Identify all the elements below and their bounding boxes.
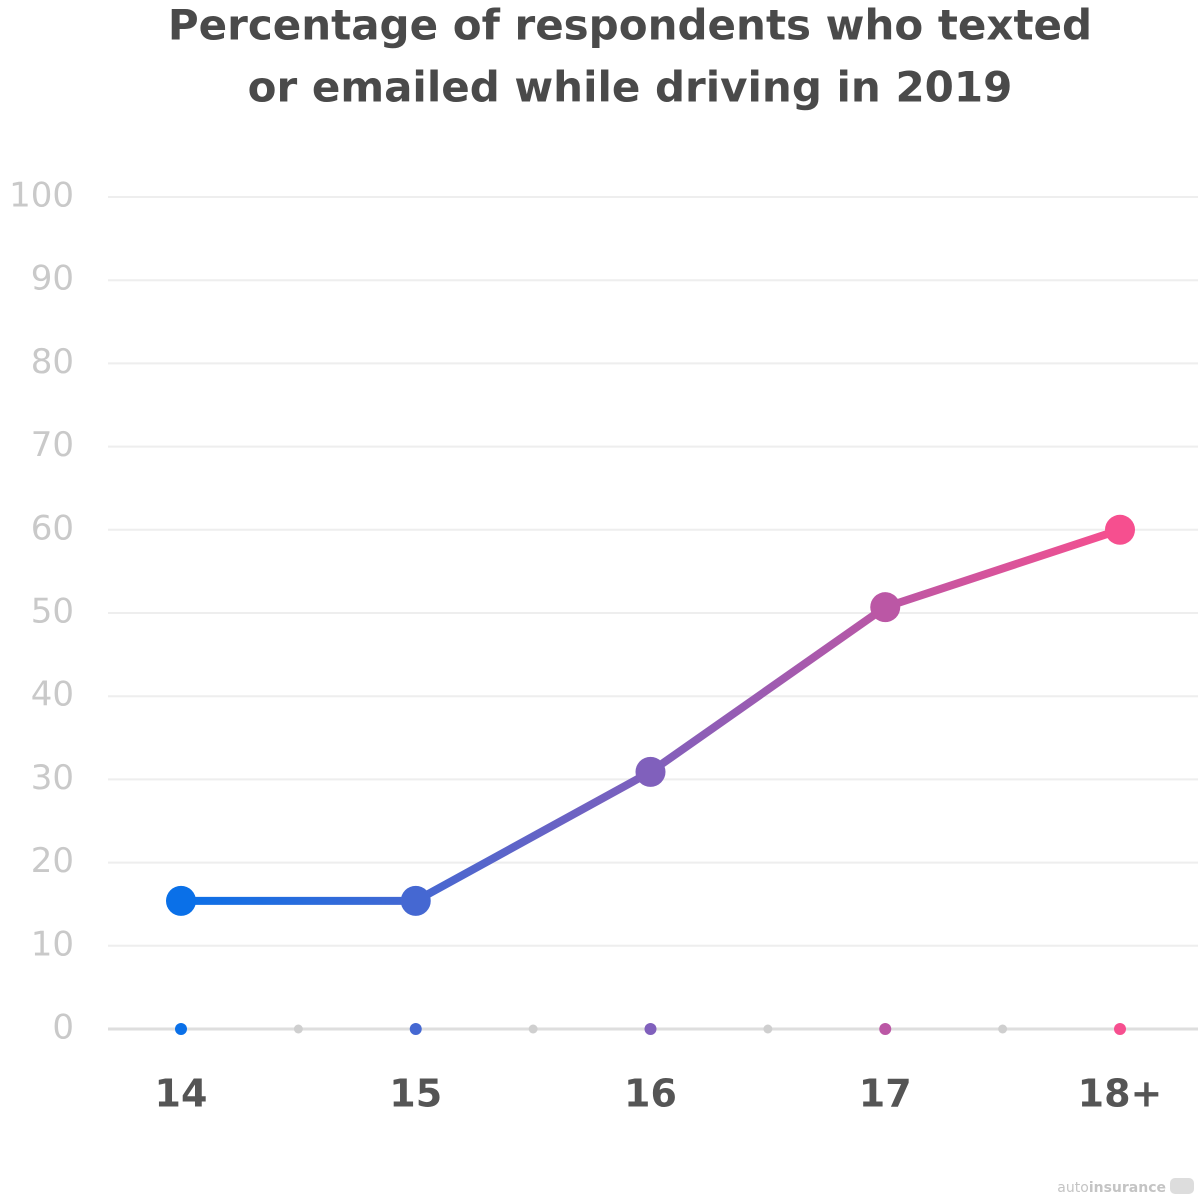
y-tick-label: 40 xyxy=(31,675,74,715)
axis-dot xyxy=(528,1024,538,1034)
point xyxy=(400,885,431,916)
y-tick-label: 0 xyxy=(52,1008,74,1048)
x-tick-label: 17 xyxy=(859,1072,912,1116)
x-tick-label: 18+ xyxy=(1078,1072,1163,1116)
point xyxy=(1105,514,1135,545)
axis-dot xyxy=(1114,1023,1126,1035)
axis-dot xyxy=(175,1023,187,1035)
x-tick-label: 16 xyxy=(624,1072,677,1116)
y-tick-label: 80 xyxy=(31,342,74,382)
point xyxy=(635,756,666,787)
y-tick-label: 20 xyxy=(31,841,74,881)
axis-dot xyxy=(763,1024,773,1034)
watermark-light: auto xyxy=(1057,1180,1089,1196)
axis-dot xyxy=(409,1023,422,1035)
x-tick-label: 14 xyxy=(155,1072,208,1116)
chart-title: or emailed while driving in 2019 xyxy=(248,63,1013,112)
chart-title: Percentage of respondents who texted xyxy=(168,1,1092,50)
y-tick-label: 50 xyxy=(31,592,74,632)
point xyxy=(870,592,901,623)
watermark-bold: insurance xyxy=(1089,1180,1166,1196)
y-tick-label: 90 xyxy=(31,259,74,299)
axis-dot xyxy=(644,1023,657,1035)
y-tick-label: 10 xyxy=(31,924,74,964)
axis-dot xyxy=(293,1024,303,1034)
axis-dot xyxy=(879,1023,892,1035)
point xyxy=(166,885,196,916)
x-tick-label: 15 xyxy=(389,1072,442,1116)
y-tick-label: 30 xyxy=(31,758,74,798)
line xyxy=(181,526,1122,905)
y-tick-label: 100 xyxy=(9,176,74,216)
y-tick-label: 70 xyxy=(31,425,74,465)
y-tick-label: 60 xyxy=(31,508,74,548)
axis-dot xyxy=(998,1024,1008,1034)
watermark: autoinsurance xyxy=(1057,1180,1166,1196)
watermark-icon xyxy=(1170,1178,1194,1194)
